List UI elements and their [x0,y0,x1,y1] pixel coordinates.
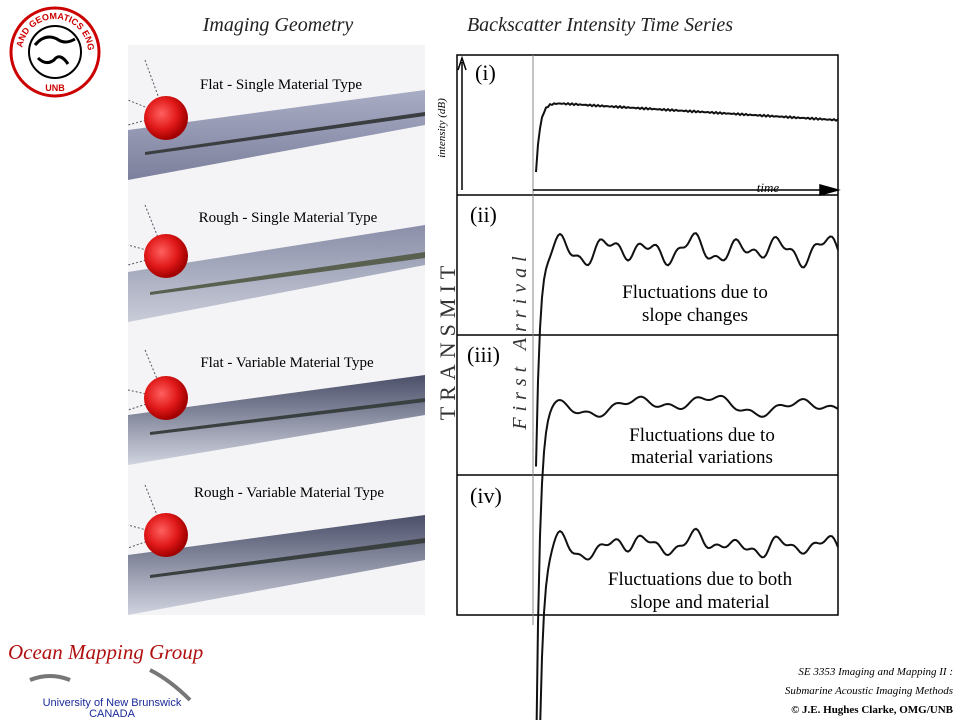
heading: Imaging Geometry [202,14,354,36]
credit: © J.E. Hughes Clarke, OMG/UNB [791,704,954,716]
country: CANADA [89,708,136,720]
group-name: Ocean Mapping Group [8,640,203,664]
time-series: intensity (dB) time TRANSMIT First Arriv… [435,54,841,720]
logo-fish [29,668,192,702]
panel-label: (i) [475,60,496,85]
caption-line: slope and material [630,592,769,613]
x-axis-label: time [757,180,780,195]
trace [535,232,839,467]
swath [145,112,425,155]
panel-label: Flat - Single Material Type [200,77,362,93]
caption-line: Fluctuations due to [629,425,775,446]
geometry-panels: Flat - Single Material Type Rough - Sing… [127,45,425,615]
heading: Backscatter Intensity Time Series [467,14,733,36]
traces [535,101,839,720]
first-arrival-label: First Arrival [509,250,531,430]
seafloor [128,375,425,465]
insonified-sphere [144,234,188,278]
insonified-sphere [144,376,188,420]
caption-line: Fluctuations due to [622,282,768,303]
panel-label: Rough - Single Material Type [199,210,378,226]
transmit-label: TRANSMIT [435,260,460,420]
x-axis-arrow [533,184,841,196]
seafloor [128,515,425,615]
trace [539,527,839,720]
y-axis-label: intensity (dB) [436,98,448,158]
trace [535,101,839,173]
swath [150,398,425,435]
university: University of New Brunswick [43,697,182,709]
insonified-sphere [144,513,188,557]
logo: GEODESY AND GEOMATICS ENGINEERING UNB [0,0,101,98]
logo-bottom-text: UNB [45,83,65,93]
caption-line: slope changes [642,305,748,326]
panel-label: Rough - Variable Material Type [194,485,384,501]
seafloor [128,225,425,322]
course-line: SE 3353 Imaging and Mapping II : [798,666,953,678]
panel-label: (ii) [470,202,497,227]
swath [150,252,425,295]
panel-label: (iv) [470,483,502,508]
y-axis-arrow [457,55,467,190]
swath [150,538,425,578]
course-line: Submarine Acoustic Imaging Methods [785,685,953,697]
insonified-sphere [144,96,188,140]
caption-line: Fluctuations due to both [608,569,793,590]
panel-label: (iii) [467,342,500,367]
trace [535,394,839,720]
caption-line: material variations [631,447,773,468]
panel-label: Flat - Variable Material Type [200,355,374,371]
